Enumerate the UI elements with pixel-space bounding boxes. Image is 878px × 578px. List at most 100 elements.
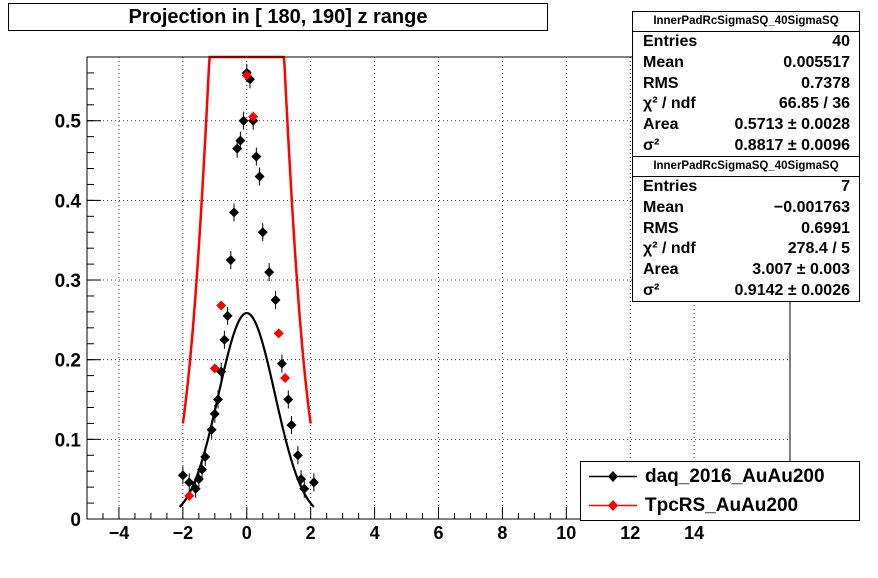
stats-value: 7 (841, 178, 850, 196)
stats-value: 3.007 ± 0.003 (752, 261, 850, 279)
x-tick-label: 14 (684, 523, 704, 543)
data-point-daq (254, 171, 265, 182)
stats-label: Mean (643, 54, 684, 72)
x-tick-label: 4 (370, 523, 380, 543)
data-point-daq (270, 294, 281, 305)
stats-row-entries: Entries 7 (633, 177, 859, 198)
x-tick-label: −2 (173, 523, 194, 543)
data-point-tpcrs (241, 70, 252, 81)
stats-row-area: Area 0.5713 ± 0.0028 (633, 115, 859, 136)
legend-marker-daq (581, 462, 645, 491)
data-point-tpcrs (184, 490, 195, 501)
chart-title: Projection in [ 180, 190] z range (8, 3, 548, 31)
stats-row-entries: Entries 40 (633, 32, 859, 53)
stats-value: −0.001763 (773, 199, 850, 217)
stats-label: Mean (643, 199, 684, 217)
data-point-tpcrs (273, 328, 284, 339)
legend-entry-daq: daq_2016_AuAu200 (581, 462, 859, 491)
x-tick-label: 12 (620, 523, 640, 543)
stats-label: Entries (643, 33, 698, 51)
stats-row-area: Area 3.007 ± 0.003 (633, 260, 859, 281)
data-point-daq (283, 394, 294, 405)
data-point-daq (296, 474, 307, 485)
data-point-daq (232, 143, 243, 154)
data-point-daq (190, 483, 201, 494)
data-point-daq (228, 207, 239, 218)
stats-value: 278.4 / 5 (787, 240, 850, 258)
stats-value: 0.005517 (783, 54, 850, 72)
stats-label: Area (643, 261, 679, 279)
stats-value: 0.9142 ± 0.0026 (734, 281, 850, 299)
x-tick-label: 10 (556, 523, 576, 543)
legend-label-tpcrs: TpcRS_AuAu200 (645, 494, 799, 516)
data-point-tpcrs (280, 373, 291, 384)
x-tick-label: 2 (306, 523, 316, 543)
x-tick-label: 0 (242, 523, 252, 543)
stats-label: σ² (643, 136, 660, 154)
stats-row-rms: RMS 0.6991 (633, 218, 859, 239)
stats-title: InnerPadRcSigmaSQ_40SigmaSQ (633, 157, 859, 177)
x-tick-label: 6 (433, 523, 443, 543)
data-point-tpcrs (248, 111, 259, 122)
data-point-daq (209, 408, 220, 419)
data-point-daq (197, 464, 208, 475)
data-point-daq (264, 267, 275, 278)
stats-value: 66.85 / 36 (778, 95, 850, 113)
stats-value: 0.6991 (801, 219, 850, 237)
data-point-tpcrs (216, 300, 227, 311)
legend-label-daq: daq_2016_AuAu200 (645, 465, 825, 487)
stats-label: RMS (643, 74, 679, 92)
stats-row-mean: Mean 0.005517 (633, 53, 859, 74)
legend-marker-tpcrs (581, 491, 645, 520)
stats-row-rms: RMS 0.7378 (633, 73, 859, 94)
data-point-daq (177, 470, 188, 481)
data-point-daq (235, 135, 246, 146)
stats-row-chi2: χ² / ndf 278.4 / 5 (633, 239, 859, 260)
stats-row-sigma: σ² 0.9142 ± 0.0026 (633, 280, 859, 301)
data-point-daq (286, 420, 297, 431)
data-point-daq (299, 483, 310, 494)
x-tick-label: −4 (109, 523, 130, 543)
stats-row-sigma: σ² 0.8817 ± 0.0096 (633, 135, 859, 156)
stats-value: 0.8817 ± 0.0096 (734, 136, 850, 154)
data-points (177, 63, 319, 501)
data-point-daq (222, 310, 233, 321)
y-tick-label: 0 (70, 510, 81, 531)
data-point-daq (308, 477, 319, 488)
y-tick-label: 0.3 (55, 271, 81, 292)
stats-value: 0.5713 ± 0.0028 (734, 116, 850, 134)
y-tick-label: 0.2 (55, 351, 81, 372)
data-point-daq (251, 151, 262, 162)
data-point-daq (225, 255, 236, 266)
data-point-daq (276, 358, 287, 369)
stats-label: Area (643, 116, 679, 134)
stats-value: 0.7378 (801, 74, 850, 92)
y-tick-label: 0.1 (55, 430, 82, 451)
data-point-daq (213, 394, 224, 405)
data-point-daq (206, 424, 217, 435)
stats-box-daq: InnerPadRcSigmaSQ_40SigmaSQ Entries 40 Me… (632, 11, 860, 158)
data-point-daq (292, 450, 303, 461)
stats-title: InnerPadRcSigmaSQ_40SigmaSQ (633, 12, 859, 32)
stats-label: Entries (643, 178, 698, 196)
data-point-daq (238, 115, 249, 126)
data-point-tpcrs (209, 363, 220, 374)
legend-entry-tpcrs: TpcRS_AuAu200 (581, 491, 859, 520)
data-point-daq (193, 474, 204, 485)
stats-label: χ² / ndf (643, 95, 696, 113)
stats-label: σ² (643, 281, 660, 299)
fit-curve-tpcrs (181, 55, 312, 424)
stats-label: χ² / ndf (643, 240, 696, 258)
data-point-daq (200, 451, 211, 462)
stats-box-tpcrs: InnerPadRcSigmaSQ_40SigmaSQ Entries 7 Mea… (632, 156, 860, 303)
x-tick-label: 8 (497, 523, 507, 543)
data-point-daq (219, 334, 230, 345)
data-point-daq (257, 227, 268, 238)
legend: daq_2016_AuAu200 TpcRS_AuAu200 (580, 461, 860, 521)
stats-row-mean: Mean −0.001763 (633, 198, 859, 219)
data-point-daq (184, 477, 195, 488)
y-tick-label: 0.4 (55, 191, 82, 212)
y-tick-label: 0.5 (55, 112, 82, 133)
stats-value: 40 (832, 33, 850, 51)
